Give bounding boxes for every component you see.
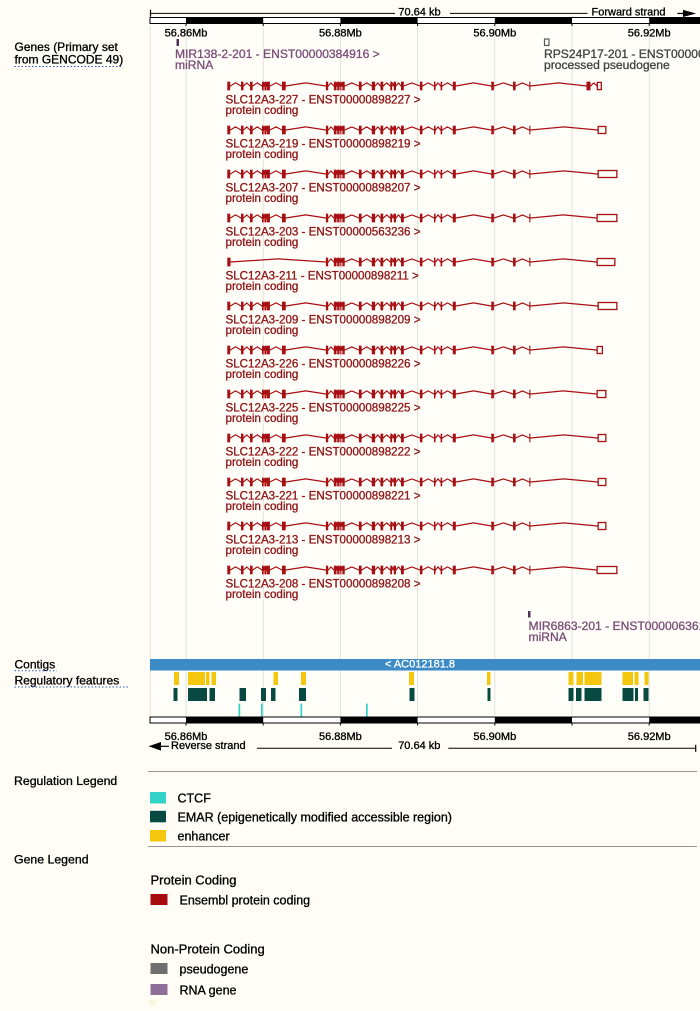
svg-text:miRNA: miRNA — [175, 58, 214, 72]
svg-text:Regulation Legend: Regulation Legend — [14, 774, 117, 788]
svg-text:56.90Mb: 56.90Mb — [473, 731, 516, 743]
svg-text:EMAR (epigenetically modified: EMAR (epigenetically modified accessible… — [178, 811, 452, 825]
svg-text:protein coding: protein coding — [226, 236, 299, 249]
svg-text:< AC012181.8: < AC012181.8 — [385, 659, 455, 671]
svg-text:Non-Protein Coding: Non-Protein Coding — [151, 942, 265, 957]
svg-text:70.64 kb: 70.64 kb — [398, 740, 440, 752]
svg-text:Forward strand: Forward strand — [592, 7, 666, 19]
svg-text:protein coding: protein coding — [226, 544, 299, 557]
svg-text:protein coding: protein coding — [226, 280, 299, 293]
svg-text:protein coding: protein coding — [226, 104, 299, 117]
svg-text:Reverse strand: Reverse strand — [171, 740, 246, 752]
svg-text:Protein Coding: Protein Coding — [151, 873, 237, 888]
svg-text:56.86Mb: 56.86Mb — [165, 28, 208, 40]
svg-text:Ensembl protein coding: Ensembl protein coding — [180, 894, 311, 908]
svg-text:protein coding: protein coding — [226, 192, 299, 205]
svg-text:Contigs: Contigs — [15, 658, 56, 672]
svg-text:protein coding: protein coding — [226, 456, 299, 469]
svg-text:protein coding: protein coding — [226, 324, 299, 337]
svg-text:Gene Legend: Gene Legend — [14, 853, 89, 867]
svg-text:56.92Mb: 56.92Mb — [628, 731, 671, 743]
svg-text:Regulatory features: Regulatory features — [15, 674, 120, 688]
svg-text:protein coding: protein coding — [226, 412, 299, 425]
svg-text:enhancer: enhancer — [178, 830, 230, 844]
svg-text:56.88Mb: 56.88Mb — [319, 731, 362, 743]
svg-text:RNA gene: RNA gene — [180, 984, 237, 998]
svg-text:56.92Mb: 56.92Mb — [628, 28, 671, 40]
svg-text:protein coding: protein coding — [226, 148, 299, 161]
svg-text:miRNA: miRNA — [529, 630, 568, 644]
svg-text:protein coding: protein coding — [226, 588, 299, 601]
svg-text:56.90Mb: 56.90Mb — [473, 28, 516, 40]
svg-text:pseudogene: pseudogene — [180, 963, 249, 977]
svg-text:CTCF: CTCF — [178, 792, 212, 806]
svg-text:protein coding: protein coding — [226, 368, 299, 381]
svg-text:processed pseudogene: processed pseudogene — [544, 58, 670, 72]
svg-text:from GENCODE 49): from GENCODE 49) — [15, 53, 124, 67]
svg-text:70.64 kb: 70.64 kb — [398, 7, 440, 19]
svg-text:protein coding: protein coding — [226, 500, 299, 513]
svg-text:56.88Mb: 56.88Mb — [319, 28, 362, 40]
